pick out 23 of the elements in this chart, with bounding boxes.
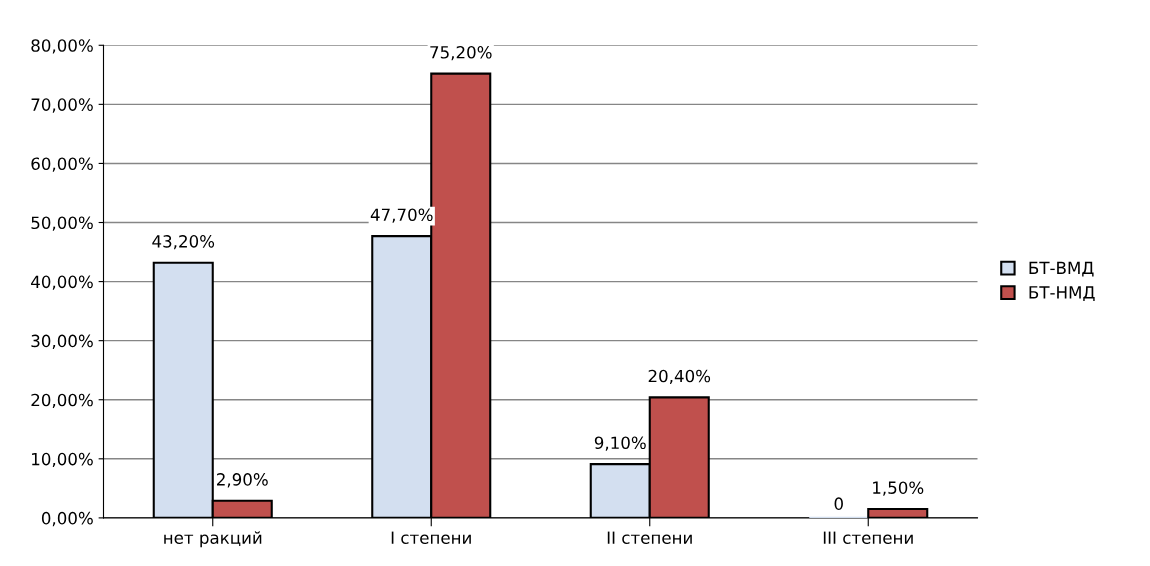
data-label: 0	[834, 497, 843, 510]
data-label: 1,50%	[873, 481, 924, 496]
y-tick-label: 30,00%	[31, 334, 93, 349]
data-label: 47,70%	[370, 208, 433, 223]
y-tick-label: 50,00%	[31, 216, 93, 231]
y-tick-label: 80,00%	[31, 39, 93, 54]
data-label: 43,20%	[152, 235, 215, 250]
data-label: 75,20%	[430, 45, 492, 61]
x-tick-label: нет ракций	[164, 531, 262, 548]
x-tick-label: II степени	[607, 531, 692, 544]
y-tick-label: 40,00%	[31, 275, 93, 290]
x-tick-label: I степени	[391, 531, 471, 544]
data-label: 9,10%	[594, 436, 646, 451]
data-label: 20,40%	[648, 369, 711, 385]
y-tick-label: 0,00%	[41, 511, 93, 527]
legend-label: БТ-ВМД	[1029, 261, 1094, 277]
y-tick-label: 70,00%	[31, 98, 93, 113]
x-tick-label: III степени	[823, 531, 913, 544]
y-tick-label: 60,00%	[31, 157, 93, 172]
data-label: 2,90%	[217, 473, 268, 488]
y-tick-label: 10,00%	[32, 452, 93, 468]
y-tick-label: 20,00%	[31, 393, 93, 409]
legend-label: БТ-НМД	[1029, 286, 1095, 302]
